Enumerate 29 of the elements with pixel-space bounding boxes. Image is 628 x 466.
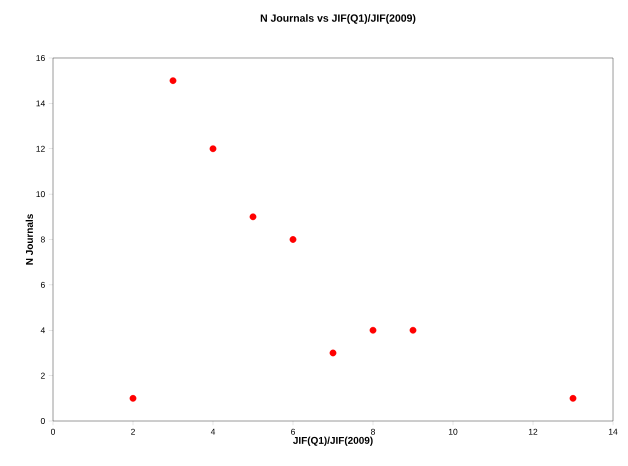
- y-tick-label: 14: [36, 100, 45, 106]
- point: [410, 326, 416, 334]
- y-tick-label: 4: [40, 327, 45, 334]
- x-axis-title: JIF(Q1)/JIF(2009): [293, 436, 373, 446]
- y-tick-label: 0: [40, 418, 45, 424]
- x-tick-label: 2: [131, 428, 135, 435]
- y-tick-label: 2: [40, 372, 45, 379]
- y-axis-title: N Journals: [26, 214, 33, 265]
- x-tick-label: 0: [50, 428, 56, 435]
- chart-title: N Journals vs JIF(Q1)/JIF(2009): [260, 14, 416, 24]
- point: [290, 236, 296, 243]
- point: [370, 326, 376, 334]
- y-tick-label: 6: [40, 282, 45, 288]
- x-tick-label: 10: [448, 428, 458, 435]
- x-tick-label: 6: [291, 428, 295, 435]
- y-tick-label: 8: [40, 236, 45, 242]
- y-tick-label: 10: [36, 191, 45, 198]
- point: [330, 350, 336, 356]
- x-tick-label: 4: [210, 428, 216, 435]
- x-tick-label: 12: [528, 428, 538, 435]
- point: [130, 394, 136, 402]
- x-tick-label: 14: [608, 428, 618, 435]
- point: [570, 394, 576, 402]
- point: [210, 145, 216, 152]
- y-tick-label: 12: [36, 146, 45, 152]
- x-tick-label: 8: [371, 428, 375, 435]
- point: [170, 77, 176, 84]
- point: [250, 213, 256, 220]
- y-tick-label: 16: [36, 55, 45, 61]
